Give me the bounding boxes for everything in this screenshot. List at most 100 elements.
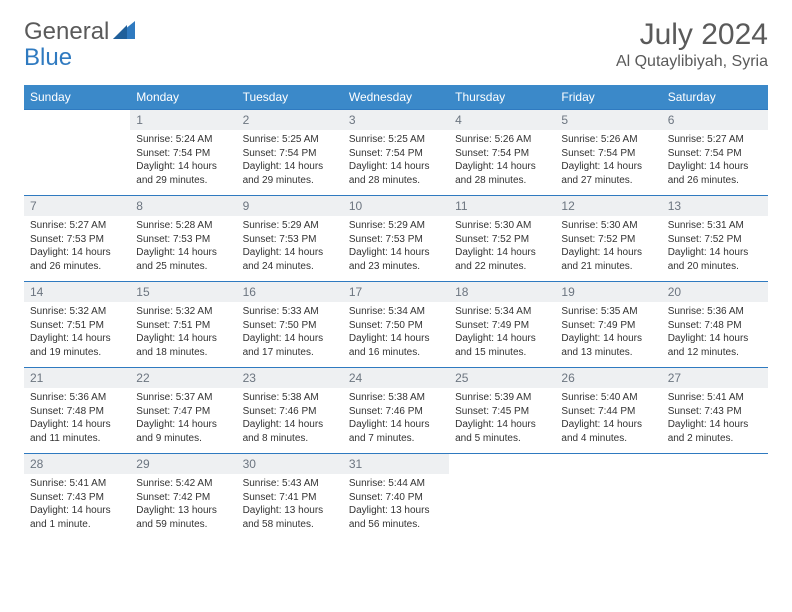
calendar-cell	[24, 109, 130, 195]
day-number: 3	[343, 110, 449, 130]
brand-logo: General	[24, 18, 137, 46]
day-number: 5	[555, 110, 661, 130]
day-details: Sunrise: 5:33 AMSunset: 7:50 PMDaylight:…	[237, 302, 343, 367]
calendar-cell: 18Sunrise: 5:34 AMSunset: 7:49 PMDayligh…	[449, 281, 555, 367]
calendar-cell: 6Sunrise: 5:27 AMSunset: 7:54 PMDaylight…	[662, 109, 768, 195]
day-details: Sunrise: 5:41 AMSunset: 7:43 PMDaylight:…	[24, 474, 130, 539]
dow-header: Monday	[130, 85, 236, 109]
calendar-cell: 19Sunrise: 5:35 AMSunset: 7:49 PMDayligh…	[555, 281, 661, 367]
day-number: 19	[555, 282, 661, 302]
calendar-cell: 31Sunrise: 5:44 AMSunset: 7:40 PMDayligh…	[343, 453, 449, 539]
calendar-cell: 27Sunrise: 5:41 AMSunset: 7:43 PMDayligh…	[662, 367, 768, 453]
calendar-body: 1Sunrise: 5:24 AMSunset: 7:54 PMDaylight…	[24, 109, 768, 539]
calendar-cell: 26Sunrise: 5:40 AMSunset: 7:44 PMDayligh…	[555, 367, 661, 453]
calendar-cell: 13Sunrise: 5:31 AMSunset: 7:52 PMDayligh…	[662, 195, 768, 281]
day-details: Sunrise: 5:38 AMSunset: 7:46 PMDaylight:…	[343, 388, 449, 453]
day-number: 27	[662, 368, 768, 388]
day-number: 20	[662, 282, 768, 302]
title-block: July 2024 Al Qutaylibiyah, Syria	[616, 18, 768, 71]
page-header: General July 2024 Al Qutaylibiyah, Syria	[24, 18, 768, 71]
day-number: 16	[237, 282, 343, 302]
calendar-cell: 21Sunrise: 5:36 AMSunset: 7:48 PMDayligh…	[24, 367, 130, 453]
day-number: 2	[237, 110, 343, 130]
day-number: 26	[555, 368, 661, 388]
calendar-head: SundayMondayTuesdayWednesdayThursdayFrid…	[24, 85, 768, 109]
day-details: Sunrise: 5:29 AMSunset: 7:53 PMDaylight:…	[237, 216, 343, 281]
day-details: Sunrise: 5:35 AMSunset: 7:49 PMDaylight:…	[555, 302, 661, 367]
day-details: Sunrise: 5:32 AMSunset: 7:51 PMDaylight:…	[24, 302, 130, 367]
day-details: Sunrise: 5:27 AMSunset: 7:54 PMDaylight:…	[662, 130, 768, 195]
day-details: Sunrise: 5:43 AMSunset: 7:41 PMDaylight:…	[237, 474, 343, 539]
day-number: 23	[237, 368, 343, 388]
day-number: 31	[343, 454, 449, 474]
calendar-cell	[449, 453, 555, 539]
day-details: Sunrise: 5:26 AMSunset: 7:54 PMDaylight:…	[449, 130, 555, 195]
calendar-cell: 23Sunrise: 5:38 AMSunset: 7:46 PMDayligh…	[237, 367, 343, 453]
calendar-cell: 24Sunrise: 5:38 AMSunset: 7:46 PMDayligh…	[343, 367, 449, 453]
day-details: Sunrise: 5:36 AMSunset: 7:48 PMDaylight:…	[662, 302, 768, 367]
calendar-cell: 28Sunrise: 5:41 AMSunset: 7:43 PMDayligh…	[24, 453, 130, 539]
day-details: Sunrise: 5:34 AMSunset: 7:50 PMDaylight:…	[343, 302, 449, 367]
day-number: 18	[449, 282, 555, 302]
day-number: 30	[237, 454, 343, 474]
day-details: Sunrise: 5:28 AMSunset: 7:53 PMDaylight:…	[130, 216, 236, 281]
calendar-cell: 4Sunrise: 5:26 AMSunset: 7:54 PMDaylight…	[449, 109, 555, 195]
day-details: Sunrise: 5:24 AMSunset: 7:54 PMDaylight:…	[130, 130, 236, 195]
dow-header: Thursday	[449, 85, 555, 109]
dow-header: Friday	[555, 85, 661, 109]
day-details: Sunrise: 5:27 AMSunset: 7:53 PMDaylight:…	[24, 216, 130, 281]
day-details: Sunrise: 5:44 AMSunset: 7:40 PMDaylight:…	[343, 474, 449, 539]
calendar-cell: 29Sunrise: 5:42 AMSunset: 7:42 PMDayligh…	[130, 453, 236, 539]
calendar-cell: 16Sunrise: 5:33 AMSunset: 7:50 PMDayligh…	[237, 281, 343, 367]
day-number: 29	[130, 454, 236, 474]
day-details: Sunrise: 5:40 AMSunset: 7:44 PMDaylight:…	[555, 388, 661, 453]
day-number: 28	[24, 454, 130, 474]
day-details: Sunrise: 5:29 AMSunset: 7:53 PMDaylight:…	[343, 216, 449, 281]
day-number: 15	[130, 282, 236, 302]
calendar-cell: 10Sunrise: 5:29 AMSunset: 7:53 PMDayligh…	[343, 195, 449, 281]
day-number: 24	[343, 368, 449, 388]
day-number: 6	[662, 110, 768, 130]
day-details: Sunrise: 5:30 AMSunset: 7:52 PMDaylight:…	[449, 216, 555, 281]
day-details: Sunrise: 5:37 AMSunset: 7:47 PMDaylight:…	[130, 388, 236, 453]
day-number: 8	[130, 196, 236, 216]
day-number: 12	[555, 196, 661, 216]
day-details: Sunrise: 5:32 AMSunset: 7:51 PMDaylight:…	[130, 302, 236, 367]
calendar-cell: 3Sunrise: 5:25 AMSunset: 7:54 PMDaylight…	[343, 109, 449, 195]
calendar-cell: 14Sunrise: 5:32 AMSunset: 7:51 PMDayligh…	[24, 281, 130, 367]
calendar-table: SundayMondayTuesdayWednesdayThursdayFrid…	[24, 85, 768, 539]
day-details: Sunrise: 5:31 AMSunset: 7:52 PMDaylight:…	[662, 216, 768, 281]
brand-part2: Blue	[24, 44, 72, 72]
day-number: 14	[24, 282, 130, 302]
dow-header: Sunday	[24, 85, 130, 109]
day-number: 21	[24, 368, 130, 388]
calendar-cell: 8Sunrise: 5:28 AMSunset: 7:53 PMDaylight…	[130, 195, 236, 281]
month-title: July 2024	[616, 18, 768, 51]
day-number: 9	[237, 196, 343, 216]
calendar-cell: 17Sunrise: 5:34 AMSunset: 7:50 PMDayligh…	[343, 281, 449, 367]
dow-header: Saturday	[662, 85, 768, 109]
day-details: Sunrise: 5:25 AMSunset: 7:54 PMDaylight:…	[343, 130, 449, 195]
calendar-cell: 20Sunrise: 5:36 AMSunset: 7:48 PMDayligh…	[662, 281, 768, 367]
day-number: 10	[343, 196, 449, 216]
dow-header: Tuesday	[237, 85, 343, 109]
calendar-cell: 15Sunrise: 5:32 AMSunset: 7:51 PMDayligh…	[130, 281, 236, 367]
calendar-cell: 11Sunrise: 5:30 AMSunset: 7:52 PMDayligh…	[449, 195, 555, 281]
calendar-cell: 2Sunrise: 5:25 AMSunset: 7:54 PMDaylight…	[237, 109, 343, 195]
sail-icon	[113, 18, 135, 46]
calendar-cell	[662, 453, 768, 539]
day-details: Sunrise: 5:25 AMSunset: 7:54 PMDaylight:…	[237, 130, 343, 195]
day-details: Sunrise: 5:26 AMSunset: 7:54 PMDaylight:…	[555, 130, 661, 195]
day-details: Sunrise: 5:42 AMSunset: 7:42 PMDaylight:…	[130, 474, 236, 539]
day-details: Sunrise: 5:41 AMSunset: 7:43 PMDaylight:…	[662, 388, 768, 453]
calendar-cell: 5Sunrise: 5:26 AMSunset: 7:54 PMDaylight…	[555, 109, 661, 195]
day-number: 4	[449, 110, 555, 130]
calendar-cell: 22Sunrise: 5:37 AMSunset: 7:47 PMDayligh…	[130, 367, 236, 453]
location: Al Qutaylibiyah, Syria	[616, 53, 768, 71]
day-details: Sunrise: 5:36 AMSunset: 7:48 PMDaylight:…	[24, 388, 130, 453]
brand-part1: General	[24, 18, 109, 46]
day-number: 11	[449, 196, 555, 216]
day-details: Sunrise: 5:30 AMSunset: 7:52 PMDaylight:…	[555, 216, 661, 281]
calendar-cell: 1Sunrise: 5:24 AMSunset: 7:54 PMDaylight…	[130, 109, 236, 195]
day-details: Sunrise: 5:34 AMSunset: 7:49 PMDaylight:…	[449, 302, 555, 367]
